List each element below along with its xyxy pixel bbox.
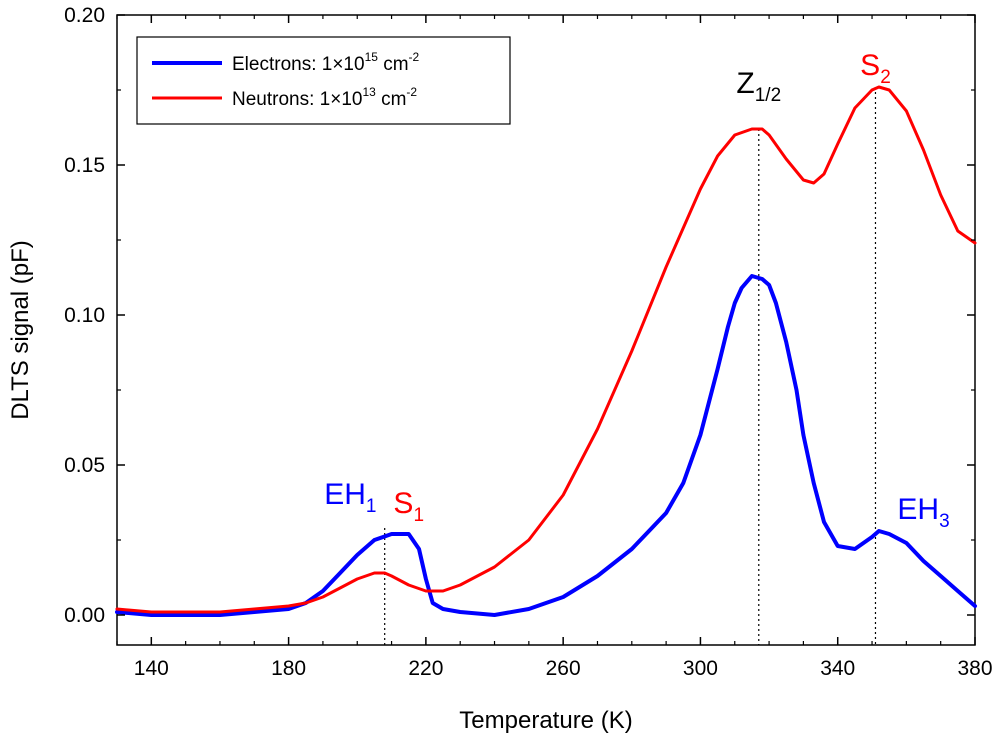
x-tick-label: 300	[683, 657, 718, 680]
peak-label: S2	[860, 49, 891, 88]
x-axis-title: Temperature (K)	[459, 707, 632, 734]
y-tick-label: 0.15	[64, 154, 105, 177]
y-tick-label: 0.10	[64, 304, 105, 327]
x-tick-label: 220	[408, 657, 443, 680]
y-tick-label: 0.00	[64, 604, 105, 627]
peak-label: S1	[393, 487, 424, 526]
legend-box	[136, 36, 511, 125]
x-tick-label: 260	[546, 657, 581, 680]
series-lines	[115, 85, 977, 617]
peak-label: EH1	[324, 478, 376, 517]
plot-area	[116, 14, 976, 646]
legend-entry-label: Neutrons: 1×1013 cm-2	[232, 85, 417, 110]
x-tick-label: 380	[957, 657, 992, 680]
neutrons-series-line	[115, 85, 977, 614]
y-tick-label: 0.20	[64, 4, 105, 27]
y-axis-title: DLTS signal (pF)	[7, 240, 34, 420]
legend-entry-label: Electrons: 1×1015 cm-2	[232, 50, 420, 75]
reference-lines	[384, 87, 877, 645]
peak-annotations: EH1 S1 Z1/2 S2 EH3	[324, 49, 949, 532]
tick-labels: 140 180 220 260 300 340 380 0.00 0.05 0.10 0.15 0.2…	[64, 4, 992, 680]
x-tick-label: 180	[271, 657, 306, 680]
peak-label: Z1/2	[736, 67, 781, 106]
electrons-series-line	[115, 274, 977, 617]
x-tick-label: 340	[820, 657, 855, 680]
legend: Electrons: 1×1015 cm-2 Neutrons: 1×1013 c…	[136, 36, 511, 125]
y-tick-label: 0.05	[64, 454, 105, 477]
peak-label: EH3	[897, 493, 949, 532]
x-tick-label: 140	[134, 657, 169, 680]
axis-ticks	[116, 14, 976, 645]
plot-frame	[116, 14, 976, 646]
